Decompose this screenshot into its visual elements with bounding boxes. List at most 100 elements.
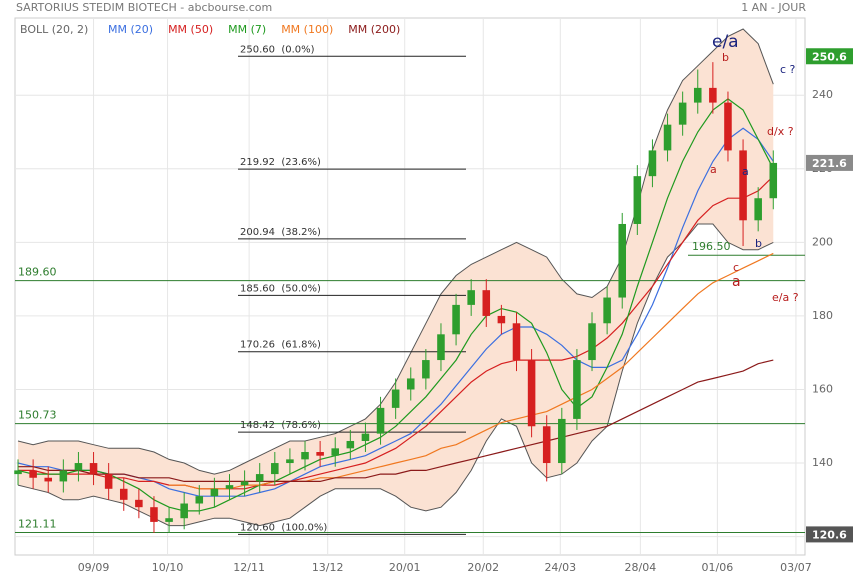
x-tick-label: 09/09: [78, 561, 110, 574]
x-tick-label: 12/11: [233, 561, 265, 574]
x-tick-label: 03/07: [780, 561, 812, 574]
candle-body: [316, 452, 324, 456]
wave-annotation: e/a ?: [772, 291, 799, 304]
candle-body: [104, 474, 113, 489]
x-tick-label: 13/12: [312, 561, 344, 574]
bollinger-lower: [17, 223, 774, 527]
candle-body: [150, 507, 158, 522]
y-tick-label: 140: [812, 456, 833, 469]
price-badge: [806, 526, 853, 543]
ma-line: [18, 175, 774, 490]
candle-body: [135, 499, 143, 508]
legend-item: MM (50): [168, 23, 213, 36]
candle-body: [29, 470, 37, 478]
x-tick-label: 28/04: [625, 561, 657, 574]
candle-body: [301, 452, 309, 460]
candle-body: [618, 223, 627, 298]
support-label: 196.50: [692, 240, 731, 253]
candle-body: [225, 485, 234, 489]
ma-line: [18, 359, 774, 482]
candle-body: [542, 426, 551, 464]
fib-label: 200.94 (38.2%): [240, 227, 321, 238]
x-tick-label: 01/06: [702, 561, 734, 574]
candle-body: [59, 470, 68, 482]
period-label: 1 AN - JOUR: [741, 1, 806, 14]
candle-body: [286, 459, 294, 464]
candle-body: [376, 407, 385, 434]
fib-label: 120.60 (100.0%): [240, 522, 327, 533]
candle-body: [558, 418, 566, 464]
wave-annotation: c ?: [780, 63, 796, 76]
y-tick-label: 240: [812, 88, 833, 101]
y-tick-label: 200: [812, 235, 833, 248]
legend-item: MM (7): [228, 23, 266, 36]
candle-body: [331, 448, 340, 456]
candle-body: [165, 518, 173, 522]
candle-body: [346, 440, 355, 449]
legend-item: MM (200): [348, 23, 400, 36]
ma-line: [17, 127, 774, 497]
candle-body: [724, 102, 732, 151]
wave-annotation: a: [710, 163, 717, 176]
fib-label: 185.60 (50.0%): [240, 283, 321, 294]
x-tick-label: 10/10: [152, 561, 184, 574]
ma-line: [17, 98, 774, 512]
fib-label: 219.92 (23.6%): [240, 157, 321, 168]
candle-body: [739, 150, 747, 221]
legend-item: MM (20): [108, 23, 153, 36]
x-tick-label: 20/01: [389, 561, 421, 574]
wave-annotation: a: [732, 274, 741, 290]
y-tick-label: 160: [812, 382, 833, 395]
candle-body: [467, 290, 475, 305]
plot-frame: [14, 17, 806, 556]
candle-body: [573, 360, 581, 419]
candle-body: [648, 150, 657, 177]
candle-body: [678, 102, 687, 125]
x-tick-label: 24/03: [544, 561, 576, 574]
fib-label: 148.42 (78.6%): [240, 420, 321, 431]
support-label: 121.11: [18, 518, 57, 531]
price-badge-label: 120.6: [812, 528, 847, 541]
fib-label: 250.60 (0.0%): [240, 44, 315, 55]
candle-body: [754, 198, 762, 221]
candle-body: [527, 360, 536, 427]
candle-body: [240, 481, 249, 486]
candle-body: [633, 176, 642, 224]
candle-body: [663, 124, 672, 151]
bollinger-fill: [18, 29, 774, 526]
chart-title: SARTORIUS STEDIM BIOTECH - abcbourse.com: [16, 1, 272, 14]
wave-annotation: b: [755, 237, 762, 250]
legend-item: MM (100): [281, 23, 333, 36]
candle-body: [210, 488, 219, 497]
price-badge: [806, 154, 853, 171]
candle-body: [195, 496, 204, 504]
x-tick-label: 20/02: [467, 561, 499, 574]
wave-annotation: c: [733, 261, 739, 274]
wave-annotation: a: [742, 165, 749, 178]
candle-body: [497, 315, 506, 324]
candle-body: [437, 334, 445, 361]
candle-body: [422, 360, 430, 379]
candle-body: [769, 162, 778, 199]
candle-body: [255, 474, 264, 482]
wave-annotation: b: [722, 51, 729, 64]
candle-body: [452, 304, 460, 335]
price-badge: [806, 48, 853, 65]
fib-label: 170.26 (61.8%): [240, 340, 321, 351]
ma-line: [169, 252, 774, 490]
support-label: 150.73: [18, 409, 57, 422]
wave-annotation: e/a: [712, 32, 739, 52]
candle-body: [709, 87, 717, 103]
candle-body: [74, 463, 83, 471]
candle-body: [271, 463, 279, 475]
candle-body: [512, 323, 521, 361]
candle-body: [693, 87, 702, 103]
candle-body: [406, 378, 415, 390]
y-tick-label: 180: [812, 309, 833, 322]
candle-body: [180, 503, 188, 519]
candle-body: [603, 297, 611, 324]
price-badge-label: 221.6: [812, 157, 847, 170]
candle-body: [588, 323, 596, 361]
candle-body: [44, 477, 53, 482]
